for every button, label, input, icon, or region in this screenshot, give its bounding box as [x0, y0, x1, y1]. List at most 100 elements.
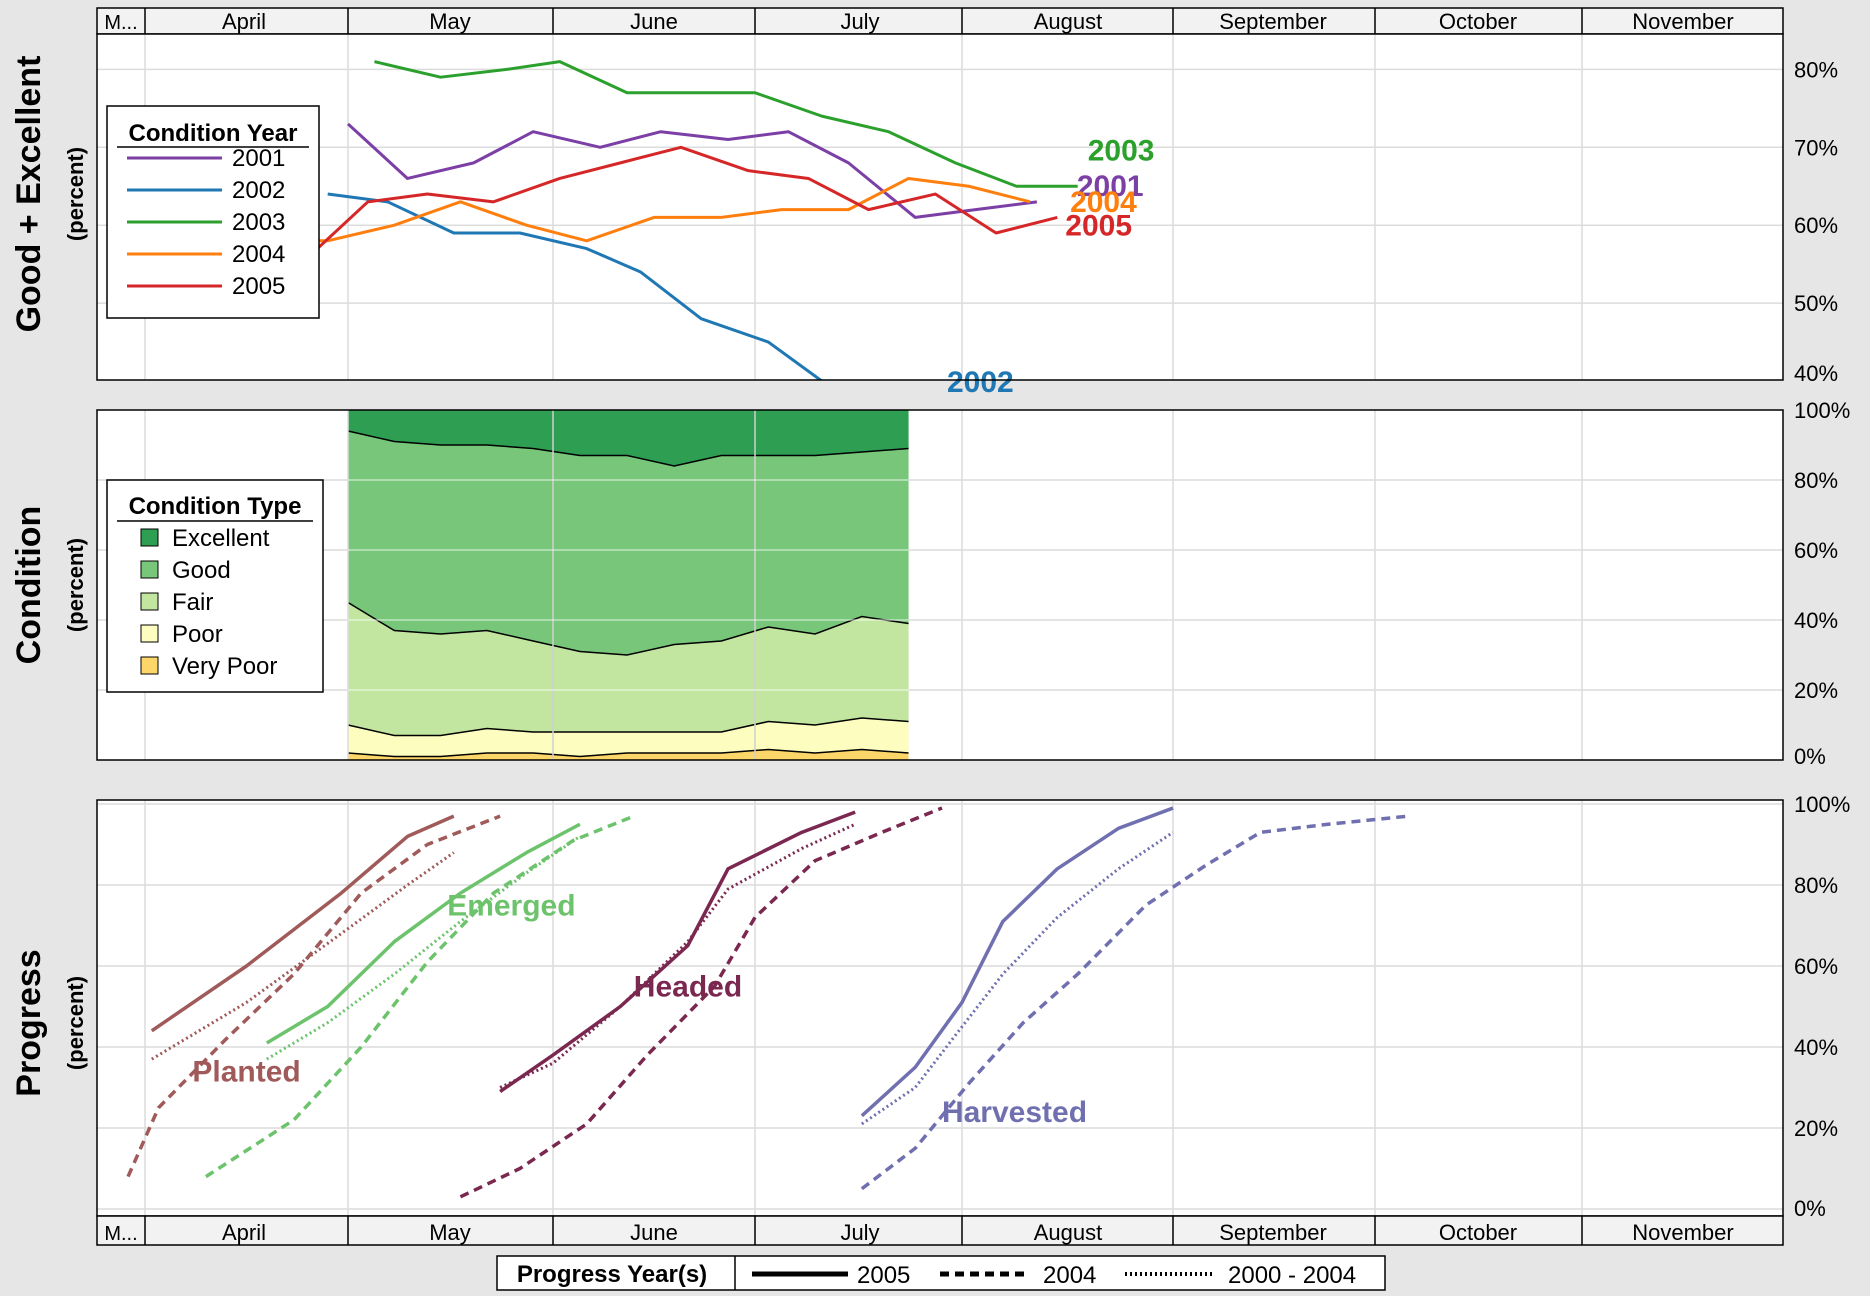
- month-label-oct: October: [1439, 9, 1517, 34]
- stage-label-harvested: Harvested: [942, 1096, 1087, 1129]
- legend2-label-excellent: Excellent: [172, 525, 270, 552]
- legend2-label-very-poor: Very Poor: [172, 653, 277, 680]
- top-month-axis-frame: [96, 7, 1784, 35]
- panel3-ylabel: Progress: [10, 949, 48, 1096]
- area-excellent: [348, 410, 909, 466]
- y-tick-label: 20%: [1794, 1116, 1838, 1141]
- series-line-2005: [299, 145, 1058, 266]
- area-boundary-line: [347, 601, 909, 656]
- y-tick-label: 80%: [1794, 468, 1838, 493]
- panel1-clip: [266, 60, 1078, 380]
- y-tick-label: 80%: [1794, 873, 1838, 898]
- legend2-swatch-poor: [140, 624, 159, 643]
- panel3-plot-area: [97, 800, 1783, 1216]
- legend2-label-good: Good: [172, 557, 231, 584]
- month-label-jul: July: [840, 9, 879, 34]
- bottom-month-label-oct: October: [1439, 1220, 1517, 1245]
- bottom-month-label-jul: July: [840, 1220, 879, 1245]
- y-tick-label: 60%: [1794, 213, 1838, 238]
- bottom-month-label-may: May: [429, 1220, 471, 1245]
- legend2-label-poor: Poor: [172, 621, 223, 648]
- area-good: [348, 431, 909, 655]
- progress-line-harvested-2005: [860, 806, 1174, 1118]
- panel1-series-lines: [266, 60, 1078, 380]
- area-boundary-line: [347, 748, 909, 758]
- progress-year-legend: Progress Year(s) 2005 2004 2000 - 2004: [496, 1255, 1386, 1291]
- y-tick-label: 70%: [1794, 135, 1838, 160]
- bottom-month-label-aug: August: [1034, 1220, 1103, 1245]
- series-line-2002: [327, 192, 888, 380]
- series-line-2001: [346, 122, 1038, 219]
- series-end-label-2004: 2004: [1070, 186, 1137, 219]
- y-tick-label: 50%: [1794, 291, 1838, 316]
- legend2-label-fair: Fair: [172, 589, 213, 616]
- month-label-may: May: [429, 9, 471, 34]
- legend1-label-2005: 2005: [232, 273, 285, 300]
- panel-condition: 0% 20% 40% 60% 80% 100% Condition (percent) C…: [10, 398, 1850, 769]
- panel2-y-ticks: 0% 20% 40% 60% 80% 100%: [1794, 398, 1850, 769]
- y-tick-label: 100%: [1794, 792, 1850, 817]
- stage-label-headed: Headed: [634, 970, 742, 1003]
- stage-label-emerged: Emerged: [447, 889, 575, 922]
- bottom-month-tick-lines: [144, 1216, 1583, 1245]
- bottom-month-axis-frame: [96, 1215, 1784, 1246]
- panel2-frame: [96, 409, 1784, 761]
- legend1-label-2003: 2003: [232, 209, 285, 236]
- legend3-label-2004: 2004: [1043, 1262, 1096, 1289]
- progress-line-headed-2004: [459, 806, 943, 1199]
- panel1-plot-area: [97, 34, 1783, 380]
- legend3-label-range: 2000 - 2004: [1228, 1262, 1356, 1289]
- panel1-ylabel-sub: (percent): [63, 147, 88, 241]
- area-boundary-line: [347, 430, 909, 467]
- series-end-label-2001: 2001: [1077, 170, 1144, 203]
- panel2-ylabel: Condition: [10, 506, 48, 665]
- month-label-sep: September: [1219, 9, 1327, 34]
- panel2-ylabel-sub: (percent): [63, 538, 88, 632]
- bottom-month-label-apr: April: [222, 1220, 266, 1245]
- legend2-swatch-good: [140, 560, 159, 579]
- y-tick-label: 80%: [1794, 57, 1838, 82]
- condition-type-legend: Condition Type Excellent Good Fair Poor Very…: [106, 479, 324, 693]
- y-tick-label: 60%: [1794, 538, 1838, 563]
- progress-line-headed-2000-2004: [499, 822, 856, 1089]
- y-tick-label: 40%: [1794, 361, 1838, 386]
- legend1-items: 2001 2002 2003 2004 2005: [127, 145, 285, 300]
- legend1-label-2001: 2001: [232, 145, 285, 172]
- y-tick-label: 0%: [1794, 744, 1826, 769]
- panel1-ylabel: Good + Excellent: [10, 56, 48, 333]
- bottom-month-label-jun: June: [630, 1220, 678, 1245]
- top-month-tick-lines: [144, 8, 1583, 34]
- legend1-label-2004: 2004: [232, 241, 285, 268]
- month-label-aug: August: [1034, 9, 1103, 34]
- y-tick-label: 40%: [1794, 608, 1838, 633]
- month-label-nov: November: [1632, 9, 1733, 34]
- legend3-title: Progress Year(s): [517, 1261, 707, 1288]
- bottom-month-axis: M... April May June July August Septembe…: [96, 1215, 1784, 1246]
- panel2-stacked-areas: [347, 410, 909, 760]
- series-end-label-2005: 2005: [1065, 209, 1132, 242]
- series-line-2003: [374, 60, 1078, 188]
- legend2-title: Condition Type: [129, 493, 302, 520]
- top-month-axis: M... April May June July August Septembe…: [96, 7, 1784, 35]
- area-poor: [348, 718, 909, 757]
- series-end-label-2002: 2002: [947, 366, 1014, 399]
- y-tick-label: 20%: [1794, 678, 1838, 703]
- legend2-swatch-excellent: [140, 528, 159, 547]
- y-tick-label: 0%: [1794, 1196, 1826, 1221]
- panel1-y-ticks: 40% 50% 60% 70% 80%: [1794, 57, 1838, 386]
- legend2-swatch-fair: [140, 592, 159, 611]
- panel3-y-ticks: 0% 20% 40% 60% 80% 100%: [1794, 792, 1850, 1221]
- progress-line-headed-2005: [499, 810, 856, 1093]
- y-tick-label: 100%: [1794, 398, 1850, 423]
- panel3-stage-labels: Planted Emerged Headed Harvested: [192, 889, 1087, 1129]
- panel3-ylabel-sub: (percent): [63, 976, 88, 1070]
- y-tick-label: 60%: [1794, 954, 1838, 979]
- area-boundary-line: [347, 717, 909, 737]
- series-line-2004: [266, 176, 1031, 243]
- stage-label-planted: Planted: [192, 1055, 300, 1088]
- progress-line-harvested-2004: [860, 814, 1409, 1191]
- panel-progress: Planted Emerged Headed Harvested 0% 20% 40% 60…: [10, 792, 1850, 1221]
